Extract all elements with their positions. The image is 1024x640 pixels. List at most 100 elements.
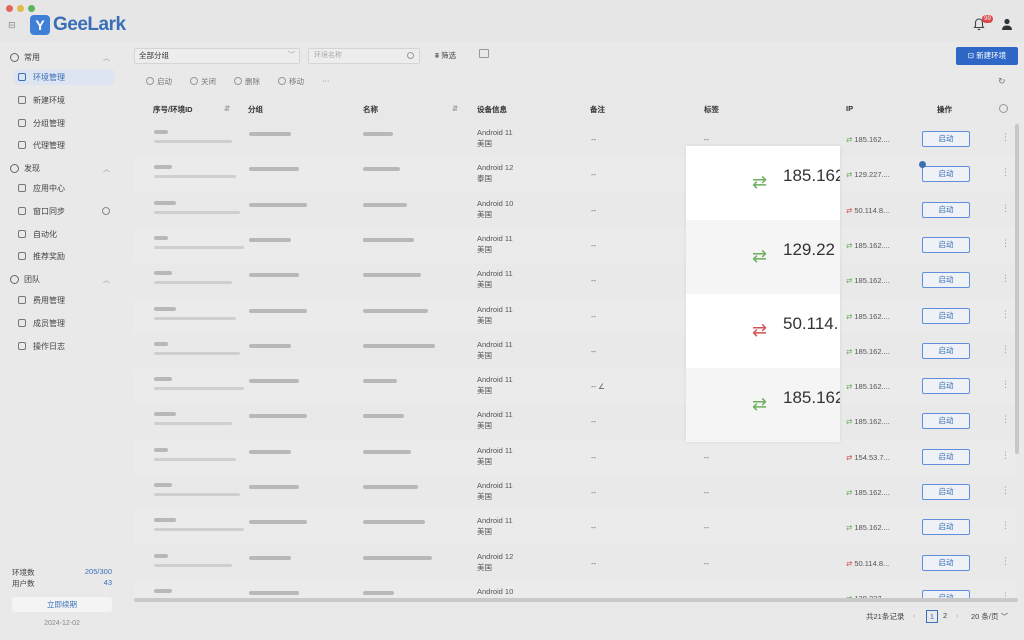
table-row[interactable]: Android 11 美国 -- ⇄ 185.162.... 启动 ⋮ xyxy=(134,263,1016,298)
more-icon[interactable]: ⋮ xyxy=(1001,449,1010,460)
table-row[interactable]: Android 12 美国 -- -- ⇄ 50.114.8... 启动 ⋮ xyxy=(134,546,1016,581)
sidebar-item-operation-log[interactable]: 操作日志 xyxy=(14,338,114,354)
sidebar-item-label: 分组管理 xyxy=(33,118,65,128)
sidebar-item-proxy-management[interactable]: 代理管理 xyxy=(14,137,114,153)
start-button[interactable]: 启动 xyxy=(922,342,970,359)
more-actions-button[interactable]: ··· xyxy=(322,76,330,85)
more-icon[interactable]: ⋮ xyxy=(1001,132,1010,142)
sort-icon[interactable]: ⇵ xyxy=(452,104,459,113)
close-window-button[interactable] xyxy=(6,5,13,12)
ip-address: 185.162.... xyxy=(854,346,890,356)
page-1-button[interactable]: 1 xyxy=(926,610,938,623)
maximize-window-button[interactable] xyxy=(28,5,35,12)
nav-group-discover[interactable]: 发现 ︿ xyxy=(10,163,110,174)
start-button[interactable]: 启动 xyxy=(922,166,970,183)
table-row[interactable]: Android 12 泰国 -- ⇄ 129.227.... 启动 ⋮ xyxy=(134,157,1016,193)
group-select[interactable]: 全部分组 ﹀ xyxy=(134,48,300,64)
gear-icon[interactable] xyxy=(999,104,1008,113)
more-icon[interactable]: ⋮ xyxy=(1001,485,1010,495)
sidebar-item-group-management[interactable]: 分组管理 xyxy=(14,115,114,131)
more-icon[interactable]: ⋮ xyxy=(1001,202,1010,213)
table-row[interactable]: Android 10 ⇄ 129.227... 启动 ⋮ xyxy=(134,580,1016,598)
sidebar-item-env-management[interactable]: 环境管理 xyxy=(14,69,114,85)
start-button[interactable]: 启动 xyxy=(922,236,970,253)
more-icon[interactable]: ⋮ xyxy=(1001,237,1010,248)
table-row[interactable]: Android 11 美国 -- ⇄ 185.162.... 启动 ⋮ xyxy=(134,298,1016,334)
start-button[interactable]: 启动 xyxy=(922,484,970,500)
header-device: 设备信息 xyxy=(477,105,507,114)
redacted-env-id xyxy=(154,175,236,179)
table-row[interactable]: Android 11 美国 -- -- ⇄ 185.162.... 启动 ⋮ xyxy=(134,122,1016,157)
start-button[interactable]: 启动 xyxy=(922,307,970,324)
start-button[interactable]: 启动 xyxy=(922,519,970,536)
start-button[interactable]: 启动 xyxy=(922,554,970,571)
bulk-move-button[interactable]: 移动 xyxy=(278,76,304,87)
sidebar-item-window-sync[interactable]: 窗口同步 xyxy=(14,203,114,219)
proxy-error-icon: ⇄ xyxy=(846,205,855,215)
user-icon[interactable] xyxy=(1000,17,1014,31)
device-region: 美国 xyxy=(477,139,492,148)
ip-cell: ⇄ 50.114.8... xyxy=(846,206,889,215)
more-icon[interactable]: ⋮ xyxy=(1001,414,1010,425)
start-button[interactable]: 启动 xyxy=(922,272,970,289)
note-cell: -- xyxy=(591,346,596,356)
sidebar-item-billing[interactable]: 费用管理 xyxy=(14,292,114,308)
export-icon[interactable] xyxy=(479,49,489,58)
sidebar-item-referral[interactable]: 推荐奖励 xyxy=(14,248,114,264)
redacted-id xyxy=(154,200,176,205)
device-info: Android 12 美国 xyxy=(477,551,513,573)
more-icon[interactable]: ⋮ xyxy=(1001,343,1010,354)
sidebar-toggle-icon[interactable]: ⊟ xyxy=(8,20,16,30)
start-button[interactable]: 启动 xyxy=(922,589,970,598)
nav-group-common[interactable]: 常用 ︿ xyxy=(10,52,110,63)
more-icon[interactable]: ⋮ xyxy=(1001,167,1010,178)
table-row[interactable]: Android 11 美国 -- -- ⇄ 154.53.7... 启动 ⋮ xyxy=(134,439,1016,475)
start-button[interactable]: 启动 xyxy=(922,201,970,218)
note-cell: -- xyxy=(591,240,596,250)
horizontal-scrollbar[interactable] xyxy=(134,598,1018,602)
refresh-icon[interactable]: ↻ xyxy=(998,76,1006,86)
start-button[interactable]: 启动 xyxy=(922,413,970,430)
more-icon[interactable]: ⋮ xyxy=(1001,273,1010,284)
table-row[interactable]: Android 11 美国 -- ⇄ 185.162.... 启动 ⋮ xyxy=(134,334,1016,369)
more-icon[interactable]: ⋮ xyxy=(1001,590,1010,598)
more-icon[interactable]: ⋮ xyxy=(1001,308,1010,319)
page-2-button[interactable]: 2 xyxy=(943,611,948,620)
start-button[interactable]: 启动 xyxy=(922,378,970,395)
next-page-icon[interactable]: › xyxy=(956,611,959,620)
more-icon[interactable]: ⋮ xyxy=(1001,520,1010,531)
sidebar-item-members[interactable]: 成员管理 xyxy=(14,315,114,331)
note-cell: -- xyxy=(591,417,596,427)
minimize-window-button[interactable] xyxy=(17,5,24,12)
sidebar-item-app-center[interactable]: 应用中心 xyxy=(14,180,114,196)
prev-page-icon[interactable]: ‹ xyxy=(913,611,916,620)
new-env-button[interactable]: ⊡ 新建环境 xyxy=(956,47,1018,65)
redacted-name xyxy=(363,237,414,242)
filter-button[interactable]: ⩩ 筛选 xyxy=(435,50,456,61)
start-button[interactable]: 启动 xyxy=(922,131,970,147)
nav-group-team[interactable]: 团队 ︿ xyxy=(10,274,110,285)
sort-icon[interactable]: ⇵ xyxy=(224,104,231,113)
table-row[interactable]: Android 11 美国 -- ∠ ⇄ 185.162.... 启动 ⋮ xyxy=(134,369,1016,405)
page-size-select[interactable]: 20 条/页 ﹀ xyxy=(971,611,1008,622)
header-name: 名称 xyxy=(363,105,378,114)
search-input[interactable]: 环境名称 xyxy=(308,48,420,64)
table-row[interactable]: Android 11 美国 -- ⇄ 185.162.... 启动 ⋮ xyxy=(134,227,1016,263)
bell-icon[interactable] xyxy=(972,17,986,31)
bulk-stop-button[interactable]: 关闭 xyxy=(190,76,216,87)
table-row[interactable]: Android 11 美国 -- ⇄ 185.162.... 启动 ⋮ xyxy=(134,404,1016,439)
vertical-scrollbar[interactable] xyxy=(1015,124,1019,454)
bulk-delete-button[interactable]: 删除 xyxy=(234,76,260,87)
sidebar-item-new-env[interactable]: 新建环境 xyxy=(14,92,114,108)
start-button[interactable]: 启动 xyxy=(922,448,970,465)
renew-button[interactable]: 立即续期 xyxy=(12,597,112,612)
bulk-start-button[interactable]: 启动 xyxy=(146,76,172,87)
table-row[interactable]: Android 10 美国 -- ⇄ 50.114.8... 启动 ⋮ xyxy=(134,193,1016,228)
more-icon[interactable]: ⋮ xyxy=(1001,555,1010,566)
table-row[interactable]: Android 11 美国 -- -- ⇄ 185.162.... 启动 ⋮ xyxy=(134,475,1016,510)
table-row[interactable]: Android 11 美国 -- -- ⇄ 185.162.... 启动 ⋮ xyxy=(134,510,1016,546)
sidebar-item-automation[interactable]: 自动化 xyxy=(14,226,114,242)
proxy-ok-icon: ⇄ xyxy=(846,170,855,180)
more-icon[interactable]: ⋮ xyxy=(1001,379,1010,390)
header-id[interactable]: 序号/环境ID xyxy=(153,105,193,114)
